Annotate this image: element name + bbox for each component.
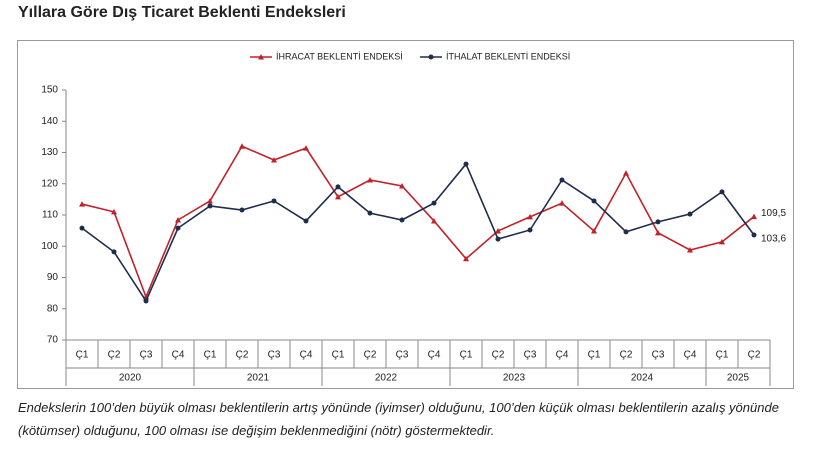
value-label: 103,6	[761, 234, 786, 245]
x-tick-label: Ç1	[716, 350, 729, 361]
x-tick-label: Ç1	[588, 350, 601, 361]
data-point	[751, 213, 757, 220]
x-tick-label: Ç2	[364, 350, 377, 361]
x-group-label: 2021	[247, 373, 270, 384]
data-point	[751, 232, 757, 238]
x-tick-label: Ç4	[300, 350, 313, 361]
x-tick-label: Ç4	[684, 350, 697, 361]
data-point	[431, 200, 437, 206]
data-point	[335, 184, 341, 190]
data-point	[111, 249, 117, 255]
x-tick-label: Ç1	[76, 350, 89, 361]
legend-marker	[258, 54, 264, 60]
data-point	[655, 229, 661, 236]
data-point	[527, 227, 533, 233]
x-group-label: 2025	[727, 373, 750, 384]
y-tick-label: 130	[41, 147, 58, 158]
data-point	[111, 208, 117, 215]
x-tick-label: Ç2	[108, 350, 121, 361]
data-point	[399, 217, 405, 223]
y-tick-label: 110	[42, 210, 58, 221]
data-point	[239, 207, 245, 213]
data-point	[175, 225, 181, 231]
data-point	[431, 217, 437, 224]
x-group-label: 2022	[375, 373, 398, 384]
legend-marker	[428, 54, 434, 60]
y-tick-label: 80	[47, 303, 59, 314]
data-point	[463, 255, 469, 262]
data-point	[591, 227, 597, 234]
data-point	[271, 157, 277, 163]
data-point	[143, 298, 149, 304]
data-point	[495, 236, 501, 242]
y-tick-label: 140	[41, 116, 58, 127]
x-tick-label: Ç3	[140, 350, 153, 361]
x-group-label: 2020	[119, 373, 142, 384]
y-tick-label: 120	[41, 178, 58, 189]
data-point	[79, 201, 85, 207]
data-point	[655, 219, 661, 225]
data-point	[591, 198, 597, 204]
data-point	[623, 229, 629, 235]
data-point	[687, 211, 693, 217]
data-point	[303, 218, 309, 224]
data-point	[271, 198, 277, 204]
data-point	[399, 182, 405, 189]
data-point	[303, 145, 309, 151]
chart: 70 80 90 100 110 120 130 140 150 Ç1 Ç2 Ç3 Ç4 Ç1 Ç2 Ç3 Ç4…	[17, 40, 794, 389]
x-group-label: 2024	[631, 373, 654, 384]
legend-label: İHRACAT BEKLENTİ ENDEKSİ	[276, 51, 403, 61]
data-point	[559, 200, 565, 206]
x-tick-label: Ç2	[236, 350, 249, 361]
x-tick-label: Ç4	[172, 350, 185, 361]
x-tick-label: Ç2	[748, 350, 761, 361]
data-point	[367, 177, 373, 183]
data-point	[175, 217, 181, 223]
x-tick-label: Ç1	[332, 350, 345, 361]
data-point	[527, 213, 533, 220]
y-tick-label: 90	[47, 272, 59, 283]
x-tick-label: Ç2	[620, 350, 633, 361]
data-point	[207, 197, 213, 204]
data-point	[687, 247, 693, 253]
caption: Endekslerin 100’den büyük olması beklent…	[18, 400, 779, 438]
chart-title: Yıllara Göre Dış Ticaret Beklenti Endeks…	[18, 4, 346, 21]
x-tick-label: Ç3	[524, 350, 537, 361]
series-line	[81, 162, 755, 303]
x-tick-label: Ç3	[268, 350, 281, 361]
data-point	[79, 225, 85, 231]
data-point	[719, 189, 725, 195]
data-point	[367, 210, 373, 216]
x-tick-label: Ç1	[204, 350, 217, 361]
data-point	[559, 177, 565, 183]
x-tick-label: Ç4	[556, 350, 569, 361]
x-tick-label: Ç3	[652, 350, 665, 361]
data-point	[239, 143, 245, 149]
data-point	[207, 203, 213, 209]
x-tick-label: Ç1	[460, 350, 473, 361]
y-tick-label: 70	[47, 335, 59, 346]
data-point	[335, 193, 341, 200]
y-tick-label: 150	[41, 85, 58, 96]
legend-label: İTHALAT BEKLENTİ ENDEKSİ	[446, 51, 570, 61]
x-group-label: 2023	[503, 373, 526, 384]
data-point	[495, 227, 501, 234]
x-tick-label: Ç3	[396, 350, 409, 361]
chart-frame	[17, 40, 794, 389]
x-tick-label: Ç2	[492, 350, 505, 361]
data-point	[623, 170, 629, 176]
y-tick-label: 100	[41, 241, 58, 252]
x-tick-label: Ç4	[428, 350, 441, 361]
series-line	[81, 145, 755, 300]
value-label: 109,5	[761, 208, 786, 219]
data-point	[463, 161, 469, 167]
data-point	[719, 238, 725, 245]
